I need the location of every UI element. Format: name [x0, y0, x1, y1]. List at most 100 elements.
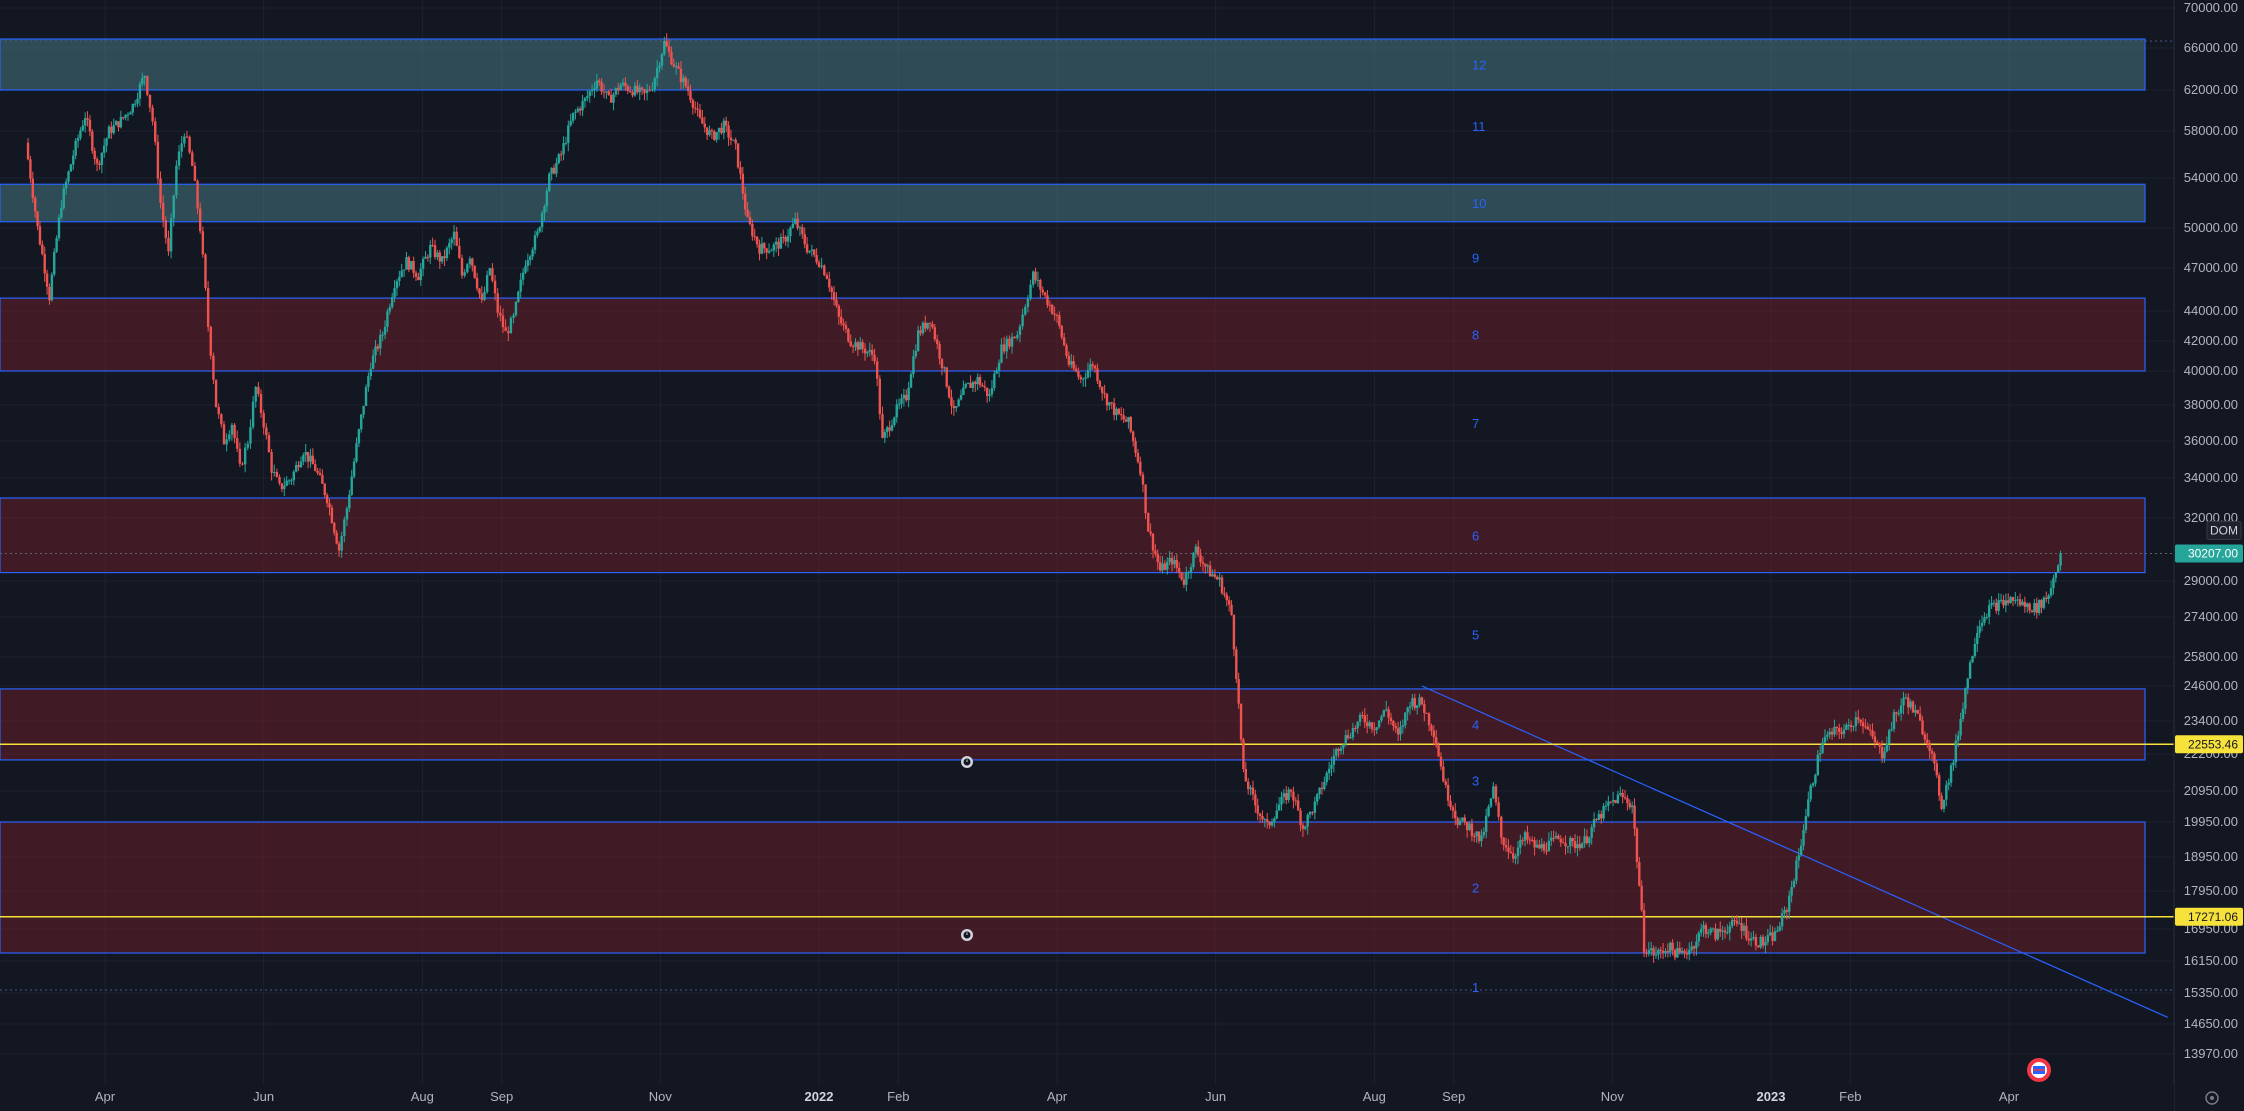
candle-body [1211, 574, 1214, 577]
time-axis[interactable]: Apr Jun Aug Sep Nov 2022 Feb Apr Jun Aug Sep Nov 202… [0, 1085, 2174, 1111]
candle-body [1225, 594, 1228, 601]
candle-body [784, 237, 787, 242]
candle-body [964, 384, 967, 388]
candle-body [897, 403, 901, 405]
candle-body [1058, 315, 1061, 326]
candle-body [593, 88, 596, 91]
candle-body [1112, 403, 1116, 416]
candle-body [1676, 948, 1679, 958]
candle-body [2021, 601, 2024, 606]
candle-body [1654, 954, 1658, 956]
candle-body [1156, 553, 1159, 563]
zone-6[interactable] [0, 497, 2146, 574]
settings-gear-icon[interactable] [2205, 1091, 2219, 1105]
candle-body [1590, 827, 1593, 838]
candle-body [410, 261, 413, 270]
candle-body [1821, 742, 1824, 754]
candle-body [926, 322, 929, 329]
flag-icon[interactable] [2027, 1058, 2051, 1082]
candle-body [330, 507, 334, 523]
candle-body [1332, 755, 1336, 765]
time-tick-label: Nov [649, 1089, 673, 1104]
trendline-layer[interactable] [1421, 685, 2168, 1018]
candle-body [292, 471, 296, 481]
candle-body [1482, 831, 1486, 836]
zone-4[interactable] [0, 688, 2146, 761]
candle-body [552, 167, 556, 174]
candle-body [390, 297, 394, 308]
candle-body [772, 244, 775, 251]
zone-8[interactable] [0, 297, 2146, 372]
candle-body [1918, 713, 1922, 721]
candle-body [196, 180, 199, 209]
candle-body [1256, 805, 1259, 814]
candle-body [1633, 805, 1636, 829]
trendline[interactable] [1421, 685, 2168, 1018]
candle-body [2004, 600, 2008, 606]
candle-body [452, 231, 456, 240]
candle-body [665, 41, 668, 47]
price-tick-label: 17950.00 [2184, 883, 2238, 898]
candle-body [1588, 837, 1591, 844]
level-label: 5 [1472, 628, 1479, 643]
alarm-icon[interactable] [961, 756, 973, 768]
candle-body [507, 331, 510, 334]
candle-body [1275, 810, 1278, 819]
level-label: 1 [1472, 980, 1479, 995]
candle-body [2009, 597, 2012, 603]
candle-body [405, 257, 408, 270]
candle-body [1780, 913, 1784, 927]
candle-body [1477, 831, 1481, 842]
candle-body [1835, 726, 1839, 729]
candle-body [1005, 338, 1008, 352]
candle-body [185, 136, 189, 138]
candle-body [1538, 844, 1541, 849]
alarm-icon[interactable] [961, 929, 973, 941]
candle-body [1475, 831, 1478, 837]
candle-body [26, 142, 30, 160]
horizontal-lines[interactable] [0, 553, 2174, 918]
candle-body [69, 164, 73, 172]
candle-body [1999, 599, 2003, 601]
candle-body [533, 235, 537, 250]
candle-body [1484, 815, 1488, 832]
price-tick-label: 40000.00 [2184, 363, 2238, 378]
candle-body [270, 452, 273, 473]
candle-body [2042, 597, 2046, 608]
zone-10[interactable] [0, 183, 2146, 223]
time-tick-label: Sep [490, 1089, 513, 1104]
candle-body [703, 123, 706, 128]
candle-body [1375, 727, 1378, 731]
candle-body [861, 342, 864, 349]
zone-12[interactable] [0, 38, 2146, 91]
candle-body [1771, 932, 1774, 941]
time-tick-label: Feb [887, 1089, 909, 1104]
candle-body [1838, 728, 1841, 732]
candle-body [129, 112, 132, 115]
time-tick-label: 2023 [1757, 1089, 1786, 1104]
candle-body [1046, 295, 1049, 305]
dom-button[interactable] [2206, 521, 2242, 541]
candle-body [1016, 334, 1019, 339]
candle-body [1024, 306, 1027, 315]
candle-body [1354, 728, 1357, 730]
candle-body [450, 239, 453, 243]
candle-body [1382, 710, 1386, 717]
candle-body [938, 343, 941, 359]
candle-body [873, 354, 876, 362]
candle-body [480, 293, 484, 300]
candle-body [1769, 932, 1772, 936]
candle-body [340, 535, 343, 551]
candle-body [919, 330, 922, 334]
candle-body [1423, 704, 1426, 713]
candle-body [1213, 574, 1217, 577]
candle-body [1742, 925, 1746, 931]
zone-2[interactable] [0, 821, 2146, 954]
candle-body [1597, 813, 1601, 820]
candle-body [1062, 337, 1066, 346]
candle-body [1346, 735, 1350, 739]
candle-body [569, 120, 572, 126]
price-tick-label: 24600.00 [2184, 678, 2238, 693]
candle-body [1442, 766, 1445, 782]
